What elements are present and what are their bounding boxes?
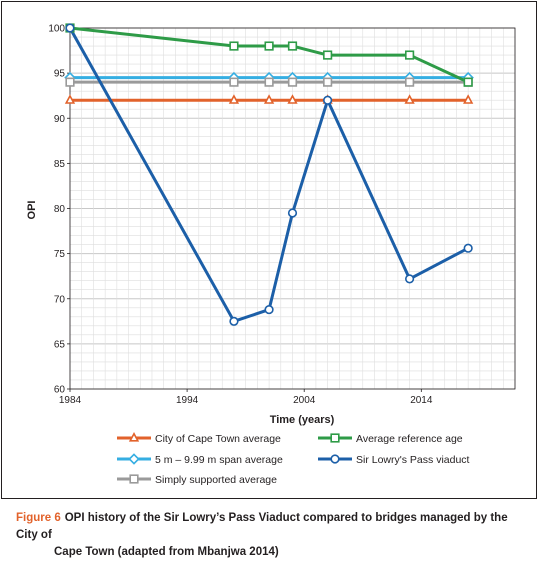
legend-marker-5-m-9-99-m-span-average bbox=[128, 453, 140, 465]
data-point-average-reference-age bbox=[323, 50, 333, 60]
data-point-city-of-cape-town-average bbox=[404, 94, 415, 104]
y-axis-title: OPI bbox=[26, 201, 38, 220]
legend-label-average-reference-age: Average reference age bbox=[356, 433, 463, 445]
data-point-simply-supported-average bbox=[264, 77, 274, 87]
legend-label-sir-lowry-s-pass-viaduct: Sir Lowry's Pass viaduct bbox=[356, 454, 470, 466]
legend-label-simply-supported-average: Simply supported average bbox=[155, 474, 277, 486]
data-point-city-of-cape-town-average bbox=[263, 94, 275, 104]
figure-caption: Figure 6 OPI history of the Sir Lowry’s P… bbox=[16, 510, 531, 561]
caption-text-line-1: OPI history of the Sir Lowry’s Pass Viad… bbox=[16, 512, 508, 541]
y-tick-label: 80 bbox=[54, 204, 66, 215]
data-point-average-reference-age bbox=[229, 41, 239, 51]
data-point-city-of-cape-town-average bbox=[287, 94, 298, 104]
legend: City of Cape Town average Average referen… bbox=[117, 432, 470, 486]
data-point-sir-lowry-s-pass-viaduct bbox=[229, 316, 239, 326]
legend-marker-simply-supported-average bbox=[129, 474, 139, 484]
data-point-average-reference-age bbox=[264, 41, 274, 51]
tick-labels: 60 65 70 75 80 85 90 95 100 1984 1994 2004 2014 bbox=[48, 24, 433, 407]
legend-marker-city-of-cape-town-average bbox=[128, 432, 140, 442]
caption-text-line-2: Cape Town (adapted from Mbanjwa 2014) bbox=[54, 546, 279, 558]
y-tick-label: 85 bbox=[54, 159, 66, 170]
gridlines bbox=[69, 27, 516, 390]
x-axis-title: Time (years) bbox=[270, 414, 335, 426]
y-tick-label: 100 bbox=[48, 24, 65, 35]
data-point-sir-lowry-s-pass-viaduct bbox=[405, 274, 415, 284]
y-tick-label: 75 bbox=[54, 249, 66, 260]
y-tick-label: 95 bbox=[54, 69, 66, 80]
x-tick-label: 1994 bbox=[176, 395, 199, 406]
x-tick-label: 2014 bbox=[410, 395, 433, 406]
data-point-simply-supported-average bbox=[287, 77, 298, 87]
data-point-sir-lowry-s-pass-viaduct bbox=[264, 304, 274, 315]
y-tick-label: 60 bbox=[54, 385, 66, 396]
x-tick-label: 2004 bbox=[293, 395, 316, 406]
legend-marker-sir-lowry-s-pass-viaduct bbox=[330, 454, 340, 464]
legend-label-5-m-9-99-m-span-average: 5 m – 9.99 m span average bbox=[155, 454, 283, 466]
x-tick-label: 1984 bbox=[59, 395, 82, 406]
series-markers bbox=[64, 23, 474, 326]
data-point-city-of-cape-town-average bbox=[64, 94, 76, 104]
legend-marker-average-reference-age bbox=[330, 433, 340, 443]
data-point-city-of-cape-town-average bbox=[228, 94, 240, 104]
opi-history-chart: 60 65 70 75 80 85 90 95 100 1984 1994 2004 2014 Time… bbox=[26, 23, 516, 486]
figure-frame bbox=[1, 1, 537, 499]
data-point-sir-lowry-s-pass-viaduct bbox=[323, 95, 333, 105]
data-point-simply-supported-average bbox=[65, 77, 75, 87]
data-point-sir-lowry-s-pass-viaduct bbox=[463, 243, 473, 253]
y-tick-label: 90 bbox=[54, 114, 66, 125]
data-point-average-reference-age bbox=[463, 77, 473, 87]
data-point-city-of-cape-town-average bbox=[463, 94, 474, 104]
y-tick-label: 65 bbox=[54, 339, 66, 350]
data-point-average-reference-age bbox=[287, 41, 298, 51]
data-point-simply-supported-average bbox=[405, 77, 415, 87]
data-point-sir-lowry-s-pass-viaduct bbox=[65, 23, 75, 33]
caption-label: Figure 6 bbox=[16, 512, 61, 524]
data-point-average-reference-age bbox=[405, 50, 415, 60]
legend-label-city-of-cape-town-average: City of Cape Town average bbox=[155, 433, 281, 445]
data-point-sir-lowry-s-pass-viaduct bbox=[287, 208, 298, 218]
y-tick-label: 70 bbox=[54, 294, 66, 305]
data-point-simply-supported-average bbox=[229, 77, 239, 87]
data-point-simply-supported-average bbox=[323, 77, 333, 87]
